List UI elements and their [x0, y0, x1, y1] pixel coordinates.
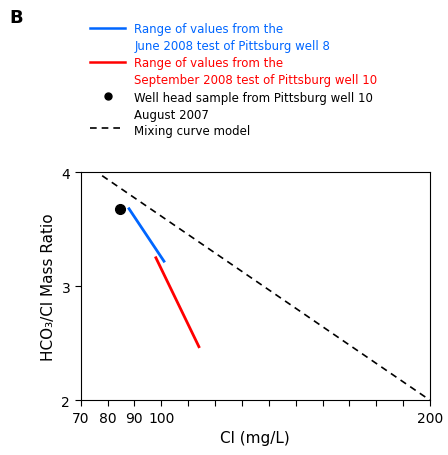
- Text: Well head sample from Pittsburg well 10: Well head sample from Pittsburg well 10: [134, 92, 373, 105]
- Text: B: B: [9, 9, 22, 27]
- Text: September 2008 test of Pittsburg well 10: September 2008 test of Pittsburg well 10: [134, 74, 378, 87]
- Text: Range of values from the: Range of values from the: [134, 57, 284, 70]
- Y-axis label: HCO₃/Cl Mass Ratio: HCO₃/Cl Mass Ratio: [41, 213, 56, 360]
- Text: Mixing curve model: Mixing curve model: [134, 125, 250, 138]
- Text: June 2008 test of Pittsburg well 8: June 2008 test of Pittsburg well 8: [134, 40, 330, 53]
- Text: August 2007: August 2007: [134, 109, 209, 122]
- Text: Range of values from the: Range of values from the: [134, 23, 284, 36]
- X-axis label: Cl (mg/L): Cl (mg/L): [220, 430, 290, 445]
